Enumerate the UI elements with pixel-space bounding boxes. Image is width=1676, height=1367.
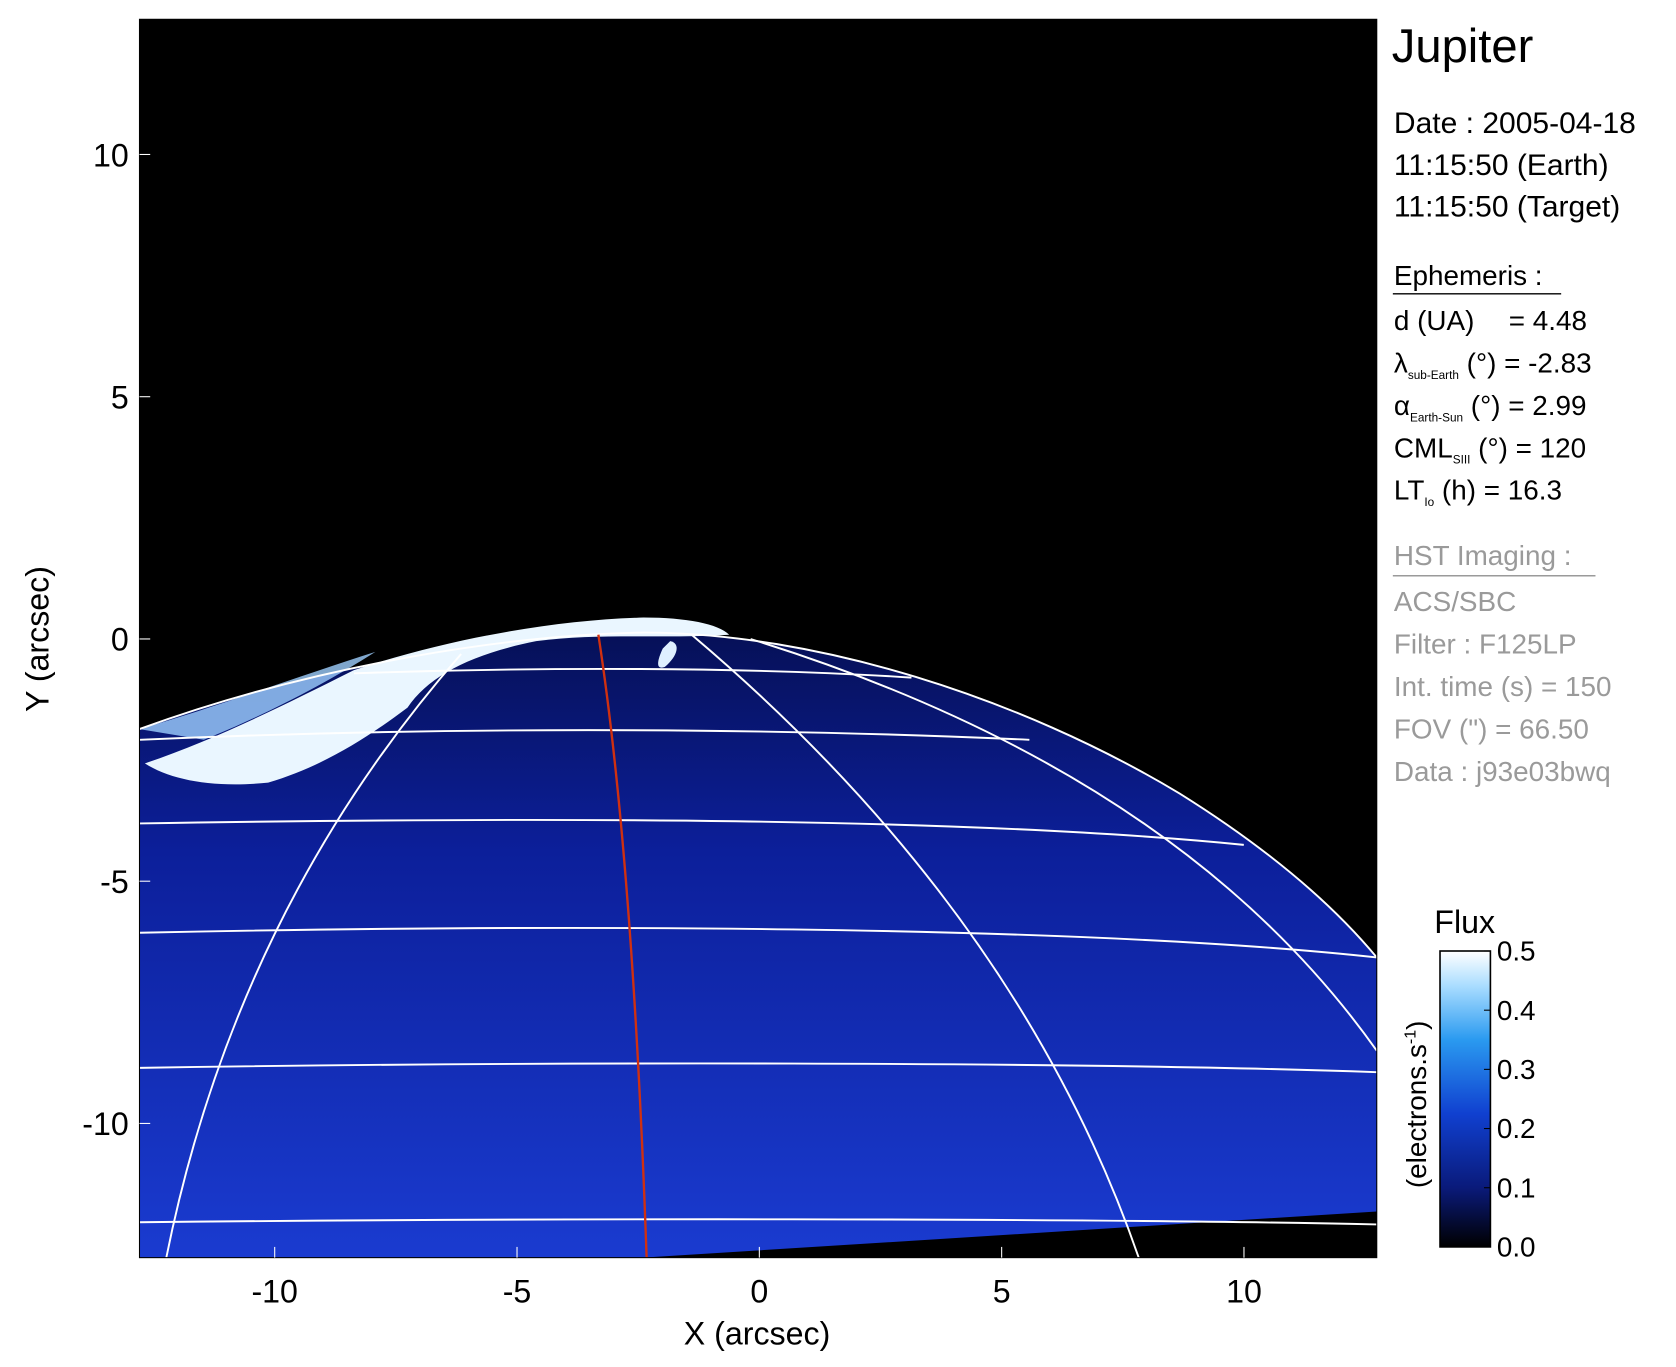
x-axis-label: X (arcsec) [684, 1315, 831, 1351]
x-tick-label: -10 [251, 1274, 297, 1310]
imaging-row: FOV (") = 66.50 [1394, 714, 1589, 745]
aurora [144, 617, 730, 785]
y-tick-label: 5 [111, 380, 129, 416]
ephemeris-value: (h) = 16.3 [1434, 475, 1562, 506]
grid-overlay [139, 631, 1377, 1258]
imaging-title: HST Imaging : [1394, 540, 1572, 571]
colorbar [1439, 950, 1492, 1248]
ephemeris-row: λsub-Earth (°) = -2.83 [1394, 348, 1592, 382]
ephemeris-row: LTIo (h) = 16.3 [1394, 475, 1562, 509]
ephemeris-symbol: LT [1394, 475, 1424, 506]
ephemeris-subscript: Io [1424, 496, 1434, 509]
colorbar-label-sup: -1 [1401, 1030, 1419, 1044]
info-time: 11:15:50 (Target) [1394, 191, 1620, 224]
y-tick-label: 0 [111, 622, 129, 658]
colorbar-label-text: (electrons.s [1401, 1044, 1432, 1188]
colorbar-tick-label: 0.5 [1497, 936, 1536, 967]
ephemeris-symbol: CML [1394, 432, 1453, 463]
ephemeris-value: = 4.48 [1509, 305, 1587, 336]
imaging-row: Int. time (s) = 150 [1394, 671, 1612, 702]
ephemeris-value: (°) = 2.99 [1463, 390, 1586, 421]
x-tick-label: 10 [1226, 1274, 1262, 1310]
y-tick-label: 10 [93, 137, 129, 173]
x-tick-label: -5 [503, 1274, 532, 1310]
imaging-row: ACS/SBC [1394, 586, 1516, 617]
ephemeris-row: d (UA) = 4.48 [1394, 305, 1587, 336]
ephemeris-row: αEarth-Sun (°) = 2.99 [1394, 390, 1587, 424]
colorbar-tick-label: 0.0 [1497, 1232, 1536, 1263]
colorbar-tick-label: 0.2 [1497, 1113, 1536, 1144]
ephemeris-title: Ephemeris : [1394, 260, 1543, 291]
chart-title: Jupiter [1392, 19, 1534, 72]
info-time: 11:15:50 (Earth) [1394, 149, 1609, 182]
ephemeris-symbol: α [1394, 390, 1410, 421]
x-tick-label: 5 [993, 1274, 1011, 1310]
info-date: Date : 2005-04-18 [1394, 107, 1636, 140]
colorbar-tick-label: 0.4 [1497, 995, 1536, 1026]
aurora [139, 651, 376, 740]
colorbar-tick-label: 0.3 [1497, 1054, 1536, 1085]
x-tick-label: 0 [750, 1274, 768, 1310]
image [139, 617, 1377, 1258]
ephemeris-value: (°) = 120 [1470, 432, 1586, 463]
ephemeris-value: (°) = -2.83 [1459, 348, 1592, 379]
colorbar-tick-label: 0.1 [1497, 1172, 1536, 1203]
y-axis-label: Y (arcsec) [19, 566, 55, 712]
ephemeris-symbol: d (UA) [1394, 305, 1475, 336]
info-panel: Date : 2005-04-18 11:15:50 (Earth) 11:15… [1392, 107, 1636, 577]
colorbar-title: Flux [1434, 904, 1495, 940]
imaging-row: Filter : F125LP [1394, 629, 1577, 660]
ephemeris-subscript: SIII [1453, 454, 1471, 467]
ephemeris-row: CMLSIII (°) = 120 [1394, 432, 1586, 466]
ephemeris-subscript: Earth-Sun [1410, 411, 1463, 424]
aurora-spot [658, 641, 677, 668]
colorbar-label: (electrons.s-1) [1401, 1021, 1432, 1189]
ephemeris-subscript: sub-Earth [1408, 369, 1459, 382]
planet-disk [139, 632, 1377, 1258]
central-meridian [597, 634, 648, 1258]
imaging-row: Data : j93e03bwq [1394, 756, 1611, 787]
colorbar-label-end: ) [1401, 1021, 1432, 1030]
y-tick-label: -5 [100, 864, 129, 900]
y-tick-label: -10 [82, 1106, 128, 1142]
ephemeris-symbol: λ [1394, 348, 1408, 379]
